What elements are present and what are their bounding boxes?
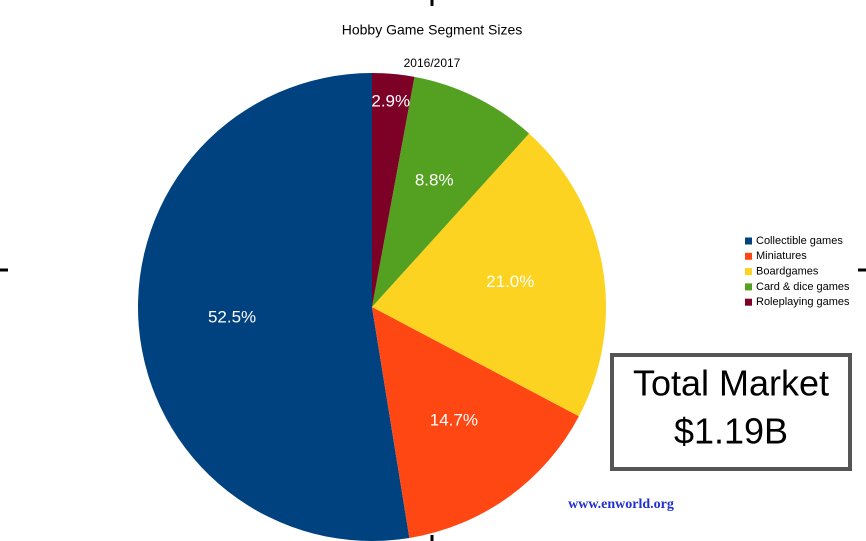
legend-swatch xyxy=(745,237,752,245)
legend-label: Miniatures xyxy=(756,250,807,262)
legend-label: Card & dice games xyxy=(756,281,850,293)
chart-subtitle: 2016/2017 xyxy=(404,56,461,70)
pie-slice xyxy=(372,307,579,538)
slice-label: 52.5% xyxy=(208,308,256,327)
slice-label: 14.7% xyxy=(430,411,478,430)
legend-swatch xyxy=(745,268,752,276)
pie-slice xyxy=(372,133,607,417)
legend-swatch xyxy=(745,283,752,291)
slice-label: 8.8% xyxy=(415,171,454,190)
legend-label: Collectible games xyxy=(756,235,843,247)
legend-label: Boardgames xyxy=(756,266,819,278)
total-label: Total Market xyxy=(633,363,829,404)
legend-label: Roleplaying games xyxy=(756,296,850,308)
source: www.enworld.org xyxy=(568,497,674,512)
legend-swatch xyxy=(745,252,752,260)
pie-slice xyxy=(372,73,415,307)
pie-slice xyxy=(138,73,410,541)
total-box xyxy=(610,353,852,471)
chart-title: Hobby Game Segment Sizes xyxy=(342,22,523,38)
slice-label: 2.9% xyxy=(371,91,410,110)
total-value: $1.19B xyxy=(674,411,788,452)
slice-label: 21.0% xyxy=(486,272,534,291)
pie-slice xyxy=(372,76,530,307)
legend-swatch xyxy=(745,298,752,306)
